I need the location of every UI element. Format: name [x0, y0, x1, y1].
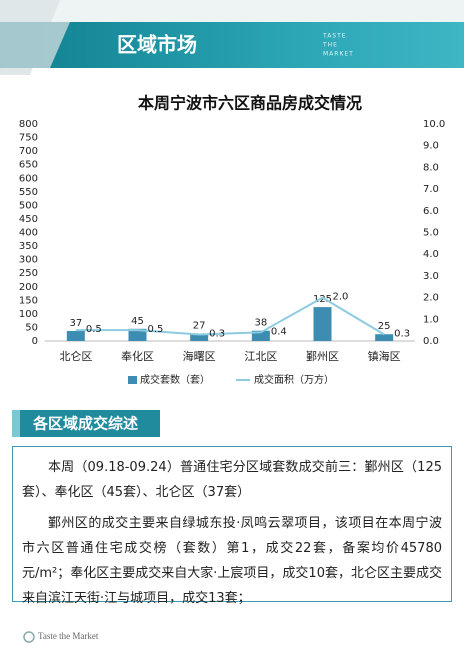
- y-tick-label: 300: [19, 255, 38, 266]
- data-label: 38: [254, 318, 267, 329]
- summary-box: 本周（09.18-09.24）普通住宅分区域套数成交前三：鄞州区（125套）、奉…: [12, 446, 452, 606]
- chart-title: 本周宁波市六区商品房成交情况: [138, 94, 362, 113]
- y2-tick-label: 10.0: [423, 119, 445, 130]
- y-tick-label: 800: [19, 119, 38, 130]
- header-tag: TASTE: [322, 33, 347, 40]
- x-tick-label: 镇海区: [368, 349, 401, 363]
- y-tick-label: 150: [19, 295, 38, 306]
- footer-logo: [23, 631, 35, 643]
- data-label: 45: [131, 316, 144, 327]
- y-tick-label: 100: [19, 309, 38, 320]
- legend-label: 成交面积（万方）: [254, 373, 334, 386]
- y-tick-label: 500: [19, 200, 38, 211]
- bar: [313, 307, 332, 341]
- header-decor: [0, 22, 70, 68]
- bar: [375, 334, 394, 341]
- y2-tick-label: 3.0: [423, 271, 439, 282]
- y-tick-label: 0: [32, 336, 38, 347]
- footer-brand: Taste the Market: [38, 631, 99, 641]
- bar: [128, 328, 147, 341]
- header-top: [0, 0, 464, 22]
- x-tick-label: 奉化区: [121, 349, 154, 363]
- paragraph: 本周（09.18-09.24）普通住宅分区域套数成交前三：鄞州区（125套）、奉…: [22, 460, 442, 500]
- data-label: 0.3: [394, 328, 410, 339]
- data-label: 37: [69, 318, 82, 329]
- y-tick-label: 450: [19, 214, 38, 225]
- line: [75, 296, 385, 336]
- y-tick-label: 750: [19, 133, 38, 144]
- legend-swatch: [128, 376, 137, 384]
- paragraph: 鄞州区的成交主要来自绿城东投·凤鸣云翠项目，该项目在本周宁波市六区普通住宅成交榜…: [22, 516, 442, 606]
- y-tick-label: 350: [19, 241, 38, 252]
- y-tick-label: 550: [19, 187, 38, 198]
- header-band: [0, 22, 464, 68]
- y2-tick-label: 9.0: [423, 141, 439, 152]
- data-label: 0.3: [209, 328, 225, 339]
- y-tick-label: 650: [19, 160, 38, 171]
- data-label: 125: [313, 294, 332, 305]
- y2-tick-label: 5.0: [423, 228, 439, 239]
- data-label: 0.5: [148, 324, 164, 335]
- x-tick-label: 海曙区: [183, 349, 216, 363]
- x-tick-label: 北仑区: [59, 349, 92, 363]
- y2-tick-label: 1.0: [423, 314, 439, 325]
- legend-label: 成交套数（套）: [140, 373, 210, 386]
- data-label: 0.5: [86, 324, 102, 335]
- bar: [251, 330, 270, 341]
- y2-tick-label: 8.0: [423, 162, 439, 173]
- y2-tick-label: 7.0: [423, 184, 439, 195]
- bar: [190, 333, 209, 341]
- header-tag: THE: [322, 42, 338, 49]
- y-tick-label: 600: [19, 173, 38, 184]
- y-tick-label: 200: [19, 282, 38, 293]
- section-heading-bg: [12, 410, 160, 437]
- y2-tick-label: 0.0: [423, 336, 439, 347]
- x-tick-label: 鄞州区: [306, 350, 339, 363]
- section-heading-accent: [12, 410, 20, 437]
- data-label: 0.4: [271, 326, 287, 337]
- x-tick-label: 江北区: [244, 350, 277, 363]
- y2-tick-label: 6.0: [423, 206, 439, 217]
- header-title: 区域市场: [117, 33, 197, 57]
- data-label: 27: [193, 321, 206, 332]
- y2-tick-label: 4.0: [423, 249, 439, 260]
- data-label: 2.0: [333, 292, 349, 303]
- data-label: 25: [378, 321, 391, 332]
- bar: [66, 330, 85, 341]
- section-title: 各区域成交综述: [32, 415, 138, 433]
- y-tick-label: 400: [19, 228, 38, 239]
- y-tick-label: 250: [19, 268, 38, 279]
- y-tick-label: 700: [19, 146, 38, 157]
- y2-tick-label: 2.0: [423, 293, 439, 304]
- y-tick-label: 50: [25, 322, 38, 333]
- header-tag: MARKET: [323, 51, 354, 58]
